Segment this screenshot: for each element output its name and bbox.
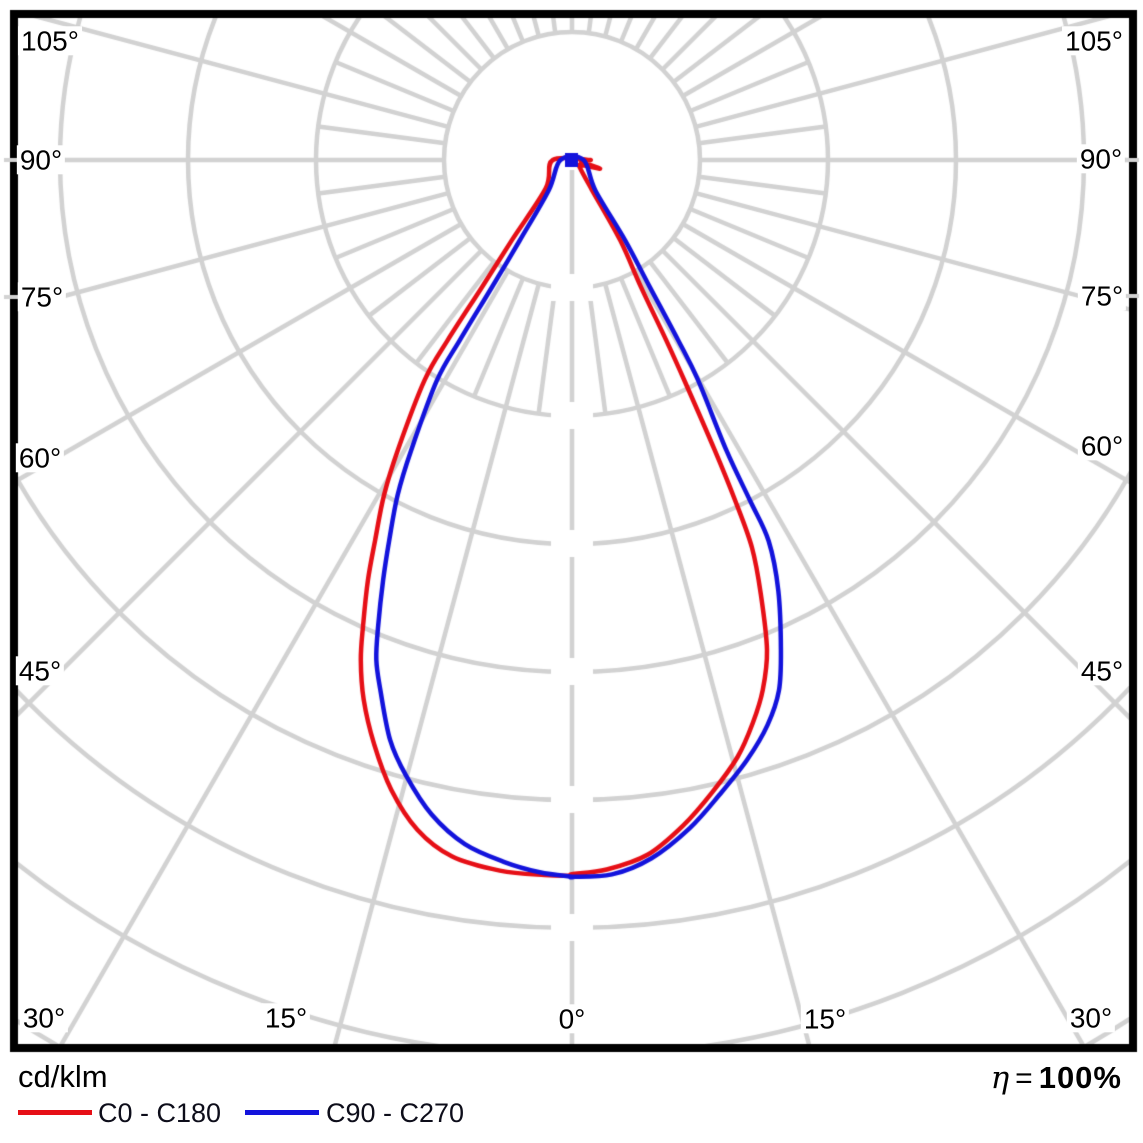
angle-label: 75° (1077, 281, 1127, 311)
eta-value: 100% (1038, 1060, 1122, 1095)
angle-label: 105° (18, 26, 82, 56)
angle-label: 30° (1066, 1003, 1116, 1033)
angle-label: 60° (1077, 431, 1127, 461)
legend-label-c90-c270: C90 - C270 (326, 1098, 465, 1128)
angle-label: 45° (15, 656, 65, 686)
angle-label: 60° (15, 443, 65, 473)
eta-symbol: η (990, 1060, 1010, 1096)
angle-label: 15° (261, 1003, 311, 1033)
angle-label: 75° (17, 282, 67, 312)
legend-label-c0-c180: C0 - C180 (98, 1098, 222, 1128)
angle-label: 0° (555, 1004, 589, 1034)
legend-blue-line-swatch (245, 1110, 319, 1115)
angle-label: 45° (1077, 656, 1127, 686)
light-output-ratio: η = 100% (991, 1060, 1122, 1096)
angle-label: 15° (800, 1004, 850, 1034)
angle-label: 90° (1076, 144, 1126, 174)
angle-label: 90° (16, 145, 66, 175)
legend-red-line-swatch (18, 1110, 92, 1115)
units-label: cd/klm (18, 1059, 108, 1094)
eta-equals-sign: = (1015, 1062, 1033, 1095)
angle-label: 105° (1062, 26, 1126, 56)
angle-label: 30° (19, 1003, 69, 1033)
